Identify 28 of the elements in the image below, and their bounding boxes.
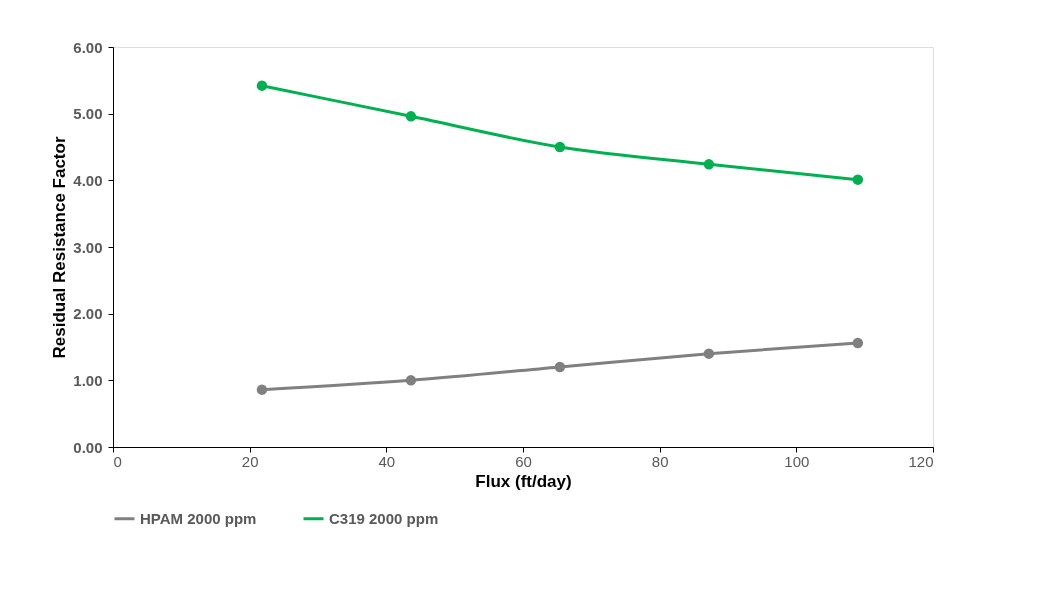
y-tick-label: 0.00 — [73, 438, 103, 456]
x-axis-title: Flux (ft/day) — [475, 471, 572, 491]
x-tick-label: 0 — [113, 452, 122, 470]
point — [703, 159, 715, 170]
x-tick-label: 60 — [515, 452, 532, 470]
y-tick-label: 6.00 — [73, 38, 103, 56]
y-axis-title: Residual Resistance Factor — [50, 136, 70, 359]
point — [852, 337, 864, 349]
point — [554, 141, 566, 153]
point — [405, 111, 417, 122]
legend-label: C319 2000 ppm — [329, 509, 439, 527]
x-tick-label: 80 — [651, 452, 669, 470]
point — [405, 375, 417, 386]
point — [554, 361, 566, 373]
point — [256, 80, 268, 91]
y-tick-label: 4.00 — [73, 171, 103, 189]
x-tick-label: 100 — [784, 452, 810, 470]
x-tick-label: 40 — [378, 452, 396, 470]
y-tick-label: 3.00 — [73, 238, 103, 256]
y-tick-label: 2.00 — [73, 305, 103, 323]
point — [256, 384, 268, 395]
legend-label: HPAM 2000 ppm — [140, 509, 257, 527]
y-tick-label: 5.00 — [73, 105, 103, 123]
x-tick-label: 120 — [908, 452, 934, 470]
point — [852, 174, 864, 185]
y-tick-label: 1.00 — [73, 371, 103, 389]
point — [703, 348, 715, 359]
x-tick-label: 20 — [241, 452, 259, 470]
